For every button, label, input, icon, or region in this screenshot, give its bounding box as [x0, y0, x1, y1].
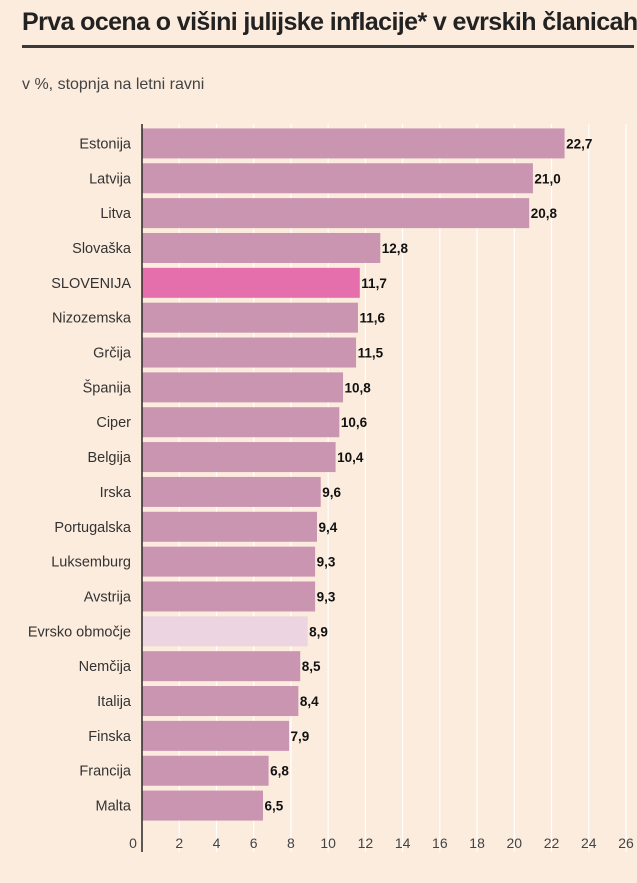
value-label-1: 21,0 [534, 171, 560, 186]
value-label-2: 20,8 [531, 206, 558, 221]
bar-13 [142, 581, 316, 612]
value-label-3: 12,8 [382, 241, 409, 256]
value-label-16: 8,4 [300, 694, 319, 709]
bar-0 [142, 128, 565, 159]
bar-5 [142, 302, 358, 333]
bar-2 [142, 198, 530, 229]
category-label-19: Malta [96, 799, 132, 815]
bar-6 [142, 337, 357, 368]
x-tick-label-18: 18 [469, 835, 485, 851]
bar-14 [142, 616, 308, 647]
x-tick-label-24: 24 [581, 835, 597, 851]
category-label-3: Slovaška [72, 241, 132, 257]
value-label-9: 10,4 [337, 450, 364, 465]
category-label-12: Luksemburg [51, 555, 131, 571]
category-label-15: Nemčija [79, 659, 132, 675]
bar-12 [142, 546, 316, 577]
category-label-5: Nizozemska [52, 311, 132, 327]
category-label-7: Španija [83, 379, 132, 396]
category-label-11: Portugalska [54, 520, 132, 536]
value-label-17: 7,9 [291, 729, 310, 744]
value-label-14: 8,9 [309, 624, 328, 639]
category-label-10: Irska [100, 485, 132, 501]
bar-7 [142, 372, 344, 403]
x-tick-label-14: 14 [395, 835, 411, 851]
category-label-4: SLOVENIJA [51, 276, 131, 292]
value-label-11: 9,4 [318, 520, 337, 535]
bar-16 [142, 686, 299, 717]
category-label-0: Estonija [79, 136, 132, 152]
category-label-16: Italija [97, 694, 132, 710]
bar-19 [142, 790, 263, 821]
category-label-1: Latvija [89, 171, 132, 187]
chart-subtitle: v %, stopnja na letni ravni [22, 76, 205, 93]
category-label-6: Grčija [93, 346, 132, 362]
value-label-5: 11,6 [359, 311, 385, 326]
category-label-18: Francija [79, 764, 132, 780]
bar-1 [142, 163, 533, 194]
bar-10 [142, 476, 321, 507]
x-tick-label-20: 20 [507, 835, 523, 851]
chart-title: Prva ocena o višini julijske inflacije* … [22, 8, 637, 36]
bar-11 [142, 511, 317, 542]
x-tick-label-2: 2 [175, 835, 183, 851]
bar-4 [142, 267, 360, 298]
value-label-7: 10,8 [345, 380, 372, 395]
value-label-8: 10,6 [341, 415, 368, 430]
value-label-12: 9,3 [317, 555, 336, 570]
x-tick-label-16: 16 [432, 835, 448, 851]
category-label-17: Finska [88, 729, 132, 745]
x-tick-label-12: 12 [358, 835, 374, 851]
value-label-10: 9,6 [322, 485, 341, 500]
category-label-9: Belgija [87, 450, 131, 466]
value-label-15: 8,5 [302, 659, 321, 674]
bar-15 [142, 651, 301, 682]
value-label-6: 11,5 [358, 346, 384, 361]
title-rule [22, 45, 634, 48]
bar-3 [142, 232, 381, 263]
value-label-0: 22,7 [566, 136, 592, 151]
x-tick-label-26: 26 [618, 835, 634, 851]
bar-17 [142, 720, 290, 751]
bar-8 [142, 407, 340, 438]
value-label-19: 6,5 [265, 799, 284, 814]
bar-9 [142, 442, 336, 473]
footnote-cutoff [22, 876, 634, 883]
category-label-2: Litva [100, 206, 132, 222]
x-tick-label-10: 10 [320, 835, 336, 851]
bar-18 [142, 755, 269, 786]
value-label-18: 6,8 [270, 764, 289, 779]
category-label-14: Evrsko območje [28, 624, 131, 640]
x-tick-label-0: 0 [129, 835, 137, 851]
category-label-13: Avstrija [84, 589, 132, 605]
value-label-13: 9,3 [317, 589, 336, 604]
category-label-8: Ciper [96, 415, 131, 431]
x-tick-label-6: 6 [250, 835, 258, 851]
x-tick-label-22: 22 [544, 835, 560, 851]
value-label-4: 11,7 [361, 276, 387, 291]
x-tick-label-4: 4 [213, 835, 221, 851]
x-tick-label-8: 8 [287, 835, 295, 851]
